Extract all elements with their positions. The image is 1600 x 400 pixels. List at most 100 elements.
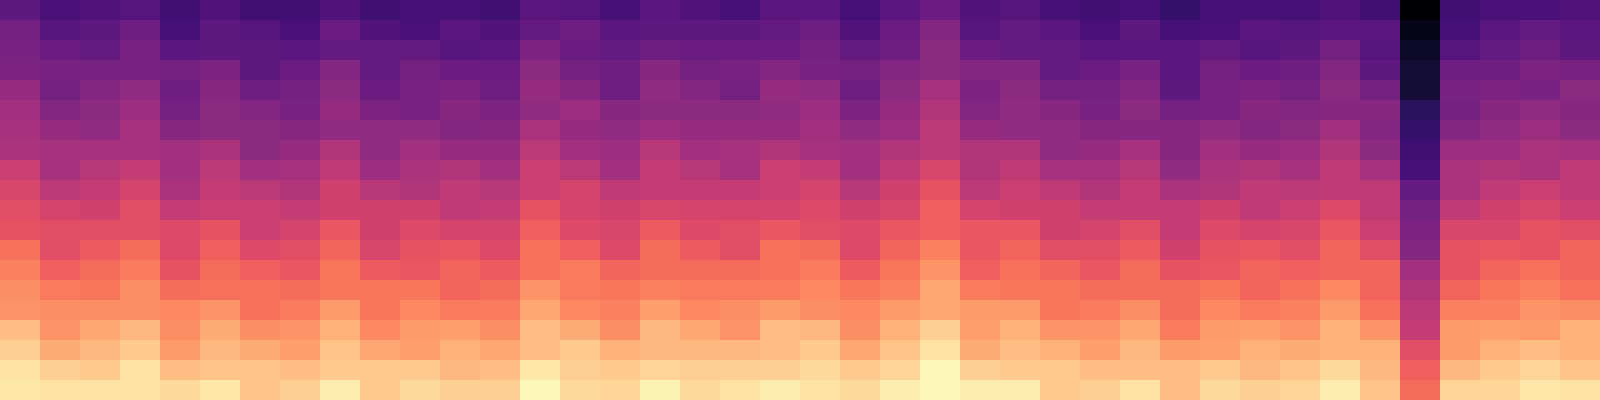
heatmap-cell xyxy=(1400,300,1441,321)
heatmap-cell xyxy=(960,380,1001,400)
heatmap-cell xyxy=(1280,220,1321,241)
heatmap-cell xyxy=(1080,80,1121,101)
heatmap-cell xyxy=(1440,300,1481,321)
heatmap-cell xyxy=(1520,360,1561,381)
heatmap-cell xyxy=(960,160,1001,181)
heatmap-cell xyxy=(800,380,841,400)
heatmap-cell xyxy=(1000,280,1041,301)
heatmap-cell xyxy=(840,220,881,241)
heatmap-cell xyxy=(880,360,921,381)
heatmap-cell xyxy=(1240,60,1281,81)
heatmap-cell xyxy=(1320,100,1361,121)
heatmap-cell xyxy=(1240,240,1281,261)
heatmap-cell xyxy=(1480,60,1521,81)
heatmap-cell xyxy=(720,60,761,81)
heatmap-cell xyxy=(1480,220,1521,241)
heatmap-cell xyxy=(760,280,801,301)
heatmap-cell xyxy=(960,40,1001,61)
heatmap-cell xyxy=(680,100,721,121)
heatmap-cell xyxy=(1320,20,1361,41)
heatmap-cell xyxy=(1280,160,1321,181)
heatmap-cell xyxy=(1360,60,1401,81)
heatmap-cell xyxy=(760,60,801,81)
heatmap-cell xyxy=(200,300,241,321)
heatmap-cell xyxy=(1000,360,1041,381)
heatmap-cell xyxy=(1360,260,1401,281)
heatmap-cell xyxy=(320,120,361,141)
heatmap-cell xyxy=(120,180,161,201)
heatmap-cell xyxy=(1440,0,1481,21)
heatmap-cell xyxy=(120,60,161,81)
heatmap-cell xyxy=(240,160,281,181)
heatmap-cell xyxy=(1000,380,1041,400)
heatmap-cell xyxy=(1560,220,1600,241)
heatmap-cell xyxy=(80,300,121,321)
heatmap-cell xyxy=(560,80,601,101)
heatmap-cell xyxy=(1280,320,1321,341)
heatmap-cell xyxy=(160,260,201,281)
heatmap-cell xyxy=(0,300,41,321)
heatmap-cell xyxy=(280,60,321,81)
heatmap-cell xyxy=(680,0,721,21)
heatmap-cell xyxy=(120,320,161,341)
heatmap-cell xyxy=(960,300,1001,321)
heatmap-cell xyxy=(760,120,801,141)
heatmap-cell xyxy=(200,20,241,41)
heatmap-cell xyxy=(1120,100,1161,121)
heatmap-cell xyxy=(280,300,321,321)
heatmap-cell xyxy=(1320,220,1361,241)
heatmap-cell xyxy=(1200,80,1241,101)
heatmap-cell xyxy=(880,20,921,41)
heatmap-cell xyxy=(880,160,921,181)
heatmap-cell xyxy=(0,380,41,400)
heatmap-cell xyxy=(880,120,921,141)
heatmap-cell xyxy=(1480,80,1521,101)
heatmap-cell xyxy=(40,240,81,261)
heatmap-cell xyxy=(840,80,881,101)
heatmap-cell xyxy=(1240,120,1281,141)
heatmap-cell xyxy=(920,40,961,61)
heatmap-cell xyxy=(560,0,601,21)
heatmap-cell xyxy=(0,40,41,61)
heatmap-cell xyxy=(1160,140,1201,161)
heatmap-cell xyxy=(1160,60,1201,81)
heatmap-cell xyxy=(840,200,881,221)
heatmap-cell xyxy=(1560,0,1600,21)
heatmap-cell xyxy=(480,20,521,41)
heatmap-cell xyxy=(1240,320,1281,341)
heatmap-cell xyxy=(320,160,361,181)
heatmap-cell xyxy=(1080,240,1121,261)
heatmap-cell xyxy=(560,300,601,321)
heatmap-cell xyxy=(520,260,561,281)
heatmap-cell xyxy=(80,60,121,81)
heatmap-cell xyxy=(480,180,521,201)
heatmap-cell xyxy=(40,280,81,301)
heatmap-cell xyxy=(160,0,201,21)
heatmap-cell xyxy=(800,100,841,121)
heatmap-cell xyxy=(1240,0,1281,21)
heatmap-cell xyxy=(120,80,161,101)
heatmap-cell xyxy=(1040,200,1081,221)
heatmap-cell xyxy=(800,240,841,261)
heatmap-cell xyxy=(360,20,401,41)
heatmap-cell xyxy=(1560,300,1600,321)
heatmap-cell xyxy=(1200,220,1241,241)
heatmap-cell xyxy=(1040,80,1081,101)
heatmap-cell xyxy=(0,280,41,301)
heatmap-cell xyxy=(840,240,881,261)
heatmap-cell xyxy=(320,280,361,301)
heatmap-cell xyxy=(1240,260,1281,281)
heatmap-cell xyxy=(40,80,81,101)
heatmap-cell xyxy=(1560,100,1600,121)
heatmap-cell xyxy=(640,240,681,261)
heatmap-cell xyxy=(1160,320,1201,341)
heatmap-cell xyxy=(640,100,681,121)
heatmap-cell xyxy=(1280,380,1321,400)
heatmap-cell xyxy=(200,240,241,261)
heatmap-cell xyxy=(1520,20,1561,41)
heatmap-cell xyxy=(1440,340,1481,361)
heatmap-cell xyxy=(520,100,561,121)
heatmap-cell xyxy=(600,280,641,301)
heatmap-cell xyxy=(200,340,241,361)
heatmap-cell xyxy=(1320,380,1361,400)
